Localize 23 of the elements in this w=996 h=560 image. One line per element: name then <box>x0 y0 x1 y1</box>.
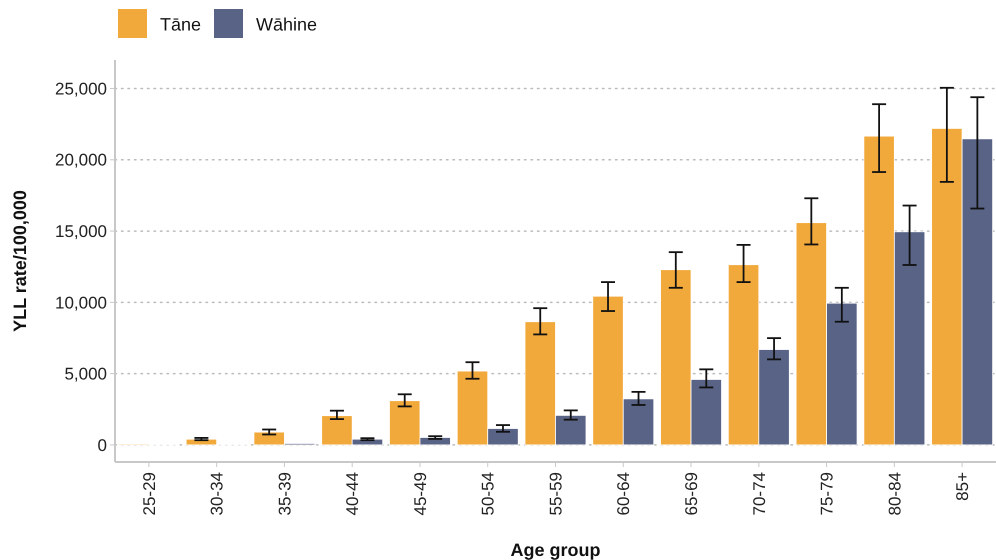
x-tick-label: 65-69 <box>682 472 701 516</box>
x-tick-label: 70-74 <box>750 472 769 516</box>
y-tick-label: 15,000 <box>55 222 107 242</box>
x-tick-label: 45-49 <box>410 472 430 516</box>
y-tick-label: 10,000 <box>55 293 107 312</box>
x-tick-label: 50-54 <box>478 472 498 516</box>
x-tick-label: 40-44 <box>343 472 362 516</box>
legend-label: Tāne <box>160 14 202 34</box>
x-tick-label: 55-59 <box>546 472 566 516</box>
x-tick-label: 80-84 <box>885 472 904 516</box>
x-axis-title: Age group <box>510 540 600 560</box>
y-axis-title: YLL rate/100,000 <box>10 190 30 332</box>
legend-label: Wāhine <box>256 14 318 34</box>
x-tick-label: 60-64 <box>614 472 634 516</box>
x-tick-label: 75-79 <box>818 472 837 516</box>
y-tick-label: 5,000 <box>64 364 107 384</box>
x-tick-label: 85+ <box>953 472 972 501</box>
y-tick-label: 0 <box>98 436 107 455</box>
x-tick-label: 25-29 <box>140 472 159 516</box>
x-tick-label: 35-39 <box>275 472 294 516</box>
y-tick-label: 25,000 <box>55 79 107 98</box>
x-tick-label: 30-34 <box>208 472 227 516</box>
y-tick-label: 20,000 <box>55 150 107 170</box>
